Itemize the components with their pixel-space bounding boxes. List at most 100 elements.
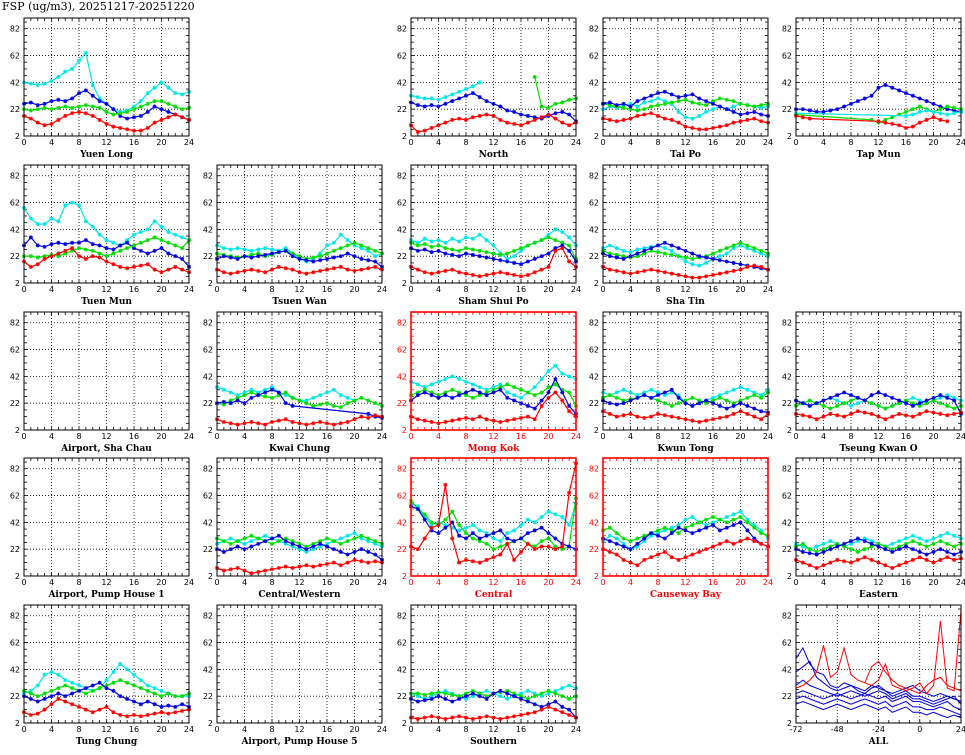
data-point (63, 104, 68, 109)
data-point (849, 539, 853, 544)
data-point (242, 247, 247, 252)
data-point (366, 539, 371, 544)
data-point (924, 557, 929, 562)
data-point (607, 533, 612, 538)
data-point (318, 251, 323, 256)
y-tick-label: 22 (10, 692, 20, 701)
data-point (345, 251, 350, 256)
x-tick-label: 0 (600, 285, 605, 294)
y-tick-label: 22 (397, 545, 407, 554)
x-tick-label: 12 (294, 578, 304, 587)
plot-area (24, 165, 189, 283)
data-point (683, 525, 688, 530)
data-point (491, 418, 496, 423)
data-point (450, 236, 455, 241)
data-point (711, 251, 715, 256)
data-point (512, 121, 517, 126)
data-point (415, 95, 420, 100)
data-point (373, 248, 378, 253)
x-tick-label: 0 (408, 285, 413, 294)
data-point (553, 246, 558, 251)
y-tick-label: 2 (594, 132, 599, 141)
data-point (290, 251, 295, 256)
data-point (676, 531, 681, 536)
data-point (297, 254, 302, 259)
data-point (607, 254, 612, 259)
data-point (512, 398, 517, 403)
x-tick-label: 16 (901, 432, 911, 441)
data-point (49, 242, 54, 247)
data-point (669, 271, 674, 276)
data-point (145, 262, 150, 267)
data-point (649, 99, 654, 104)
data-point (862, 555, 867, 560)
data-point (662, 528, 667, 533)
data-point (242, 421, 247, 426)
data-point (422, 242, 427, 247)
data-point (422, 270, 427, 275)
data-point (180, 235, 185, 240)
data-point (519, 691, 523, 696)
data-point (821, 541, 826, 546)
data-point (415, 248, 420, 253)
data-point (917, 401, 922, 406)
data-point (318, 544, 323, 549)
data-point (491, 531, 496, 536)
plot-frame (23, 457, 190, 577)
data-point (498, 382, 503, 387)
data-point (649, 387, 654, 392)
data-point (676, 95, 681, 100)
x-tick-label: -48 (831, 725, 844, 734)
data-point (724, 539, 729, 544)
data-point (642, 112, 647, 117)
data-point (567, 112, 572, 117)
data-point (690, 531, 695, 536)
x-tick-label: 16 (901, 138, 911, 147)
data-point (290, 541, 295, 546)
data-point (621, 544, 626, 549)
data-point (621, 413, 626, 418)
data-point (738, 401, 743, 406)
data-point (924, 398, 929, 403)
series-blue (215, 533, 384, 562)
y-tick-label: 22 (203, 399, 213, 408)
x-tick-label: 20 (735, 432, 745, 441)
x-tick-label: 12 (680, 138, 690, 147)
data-point (443, 251, 448, 256)
data-point (505, 688, 510, 693)
data-point (849, 541, 853, 546)
data-point (759, 528, 764, 533)
data-point (345, 238, 350, 243)
data-point (304, 401, 309, 406)
data-point (525, 120, 530, 125)
y-tick-label: 82 (10, 25, 20, 34)
y-tick-label: 82 (782, 25, 792, 34)
data-point (450, 247, 455, 252)
data-point (938, 393, 943, 398)
x-tick-label: 12 (101, 138, 111, 147)
data-point (325, 390, 329, 395)
station-label: Central (475, 590, 513, 600)
data-point (546, 251, 551, 256)
x-tick-label: 12 (101, 578, 111, 587)
data-point (436, 104, 441, 109)
station-label: Southern (470, 737, 517, 747)
data-point (512, 248, 517, 253)
data-point (890, 547, 895, 552)
data-point (464, 694, 468, 699)
data-point (152, 99, 157, 104)
data-point (145, 251, 150, 256)
data-point (567, 123, 572, 128)
data-point (159, 99, 164, 104)
x-tick-label: 8 (655, 138, 660, 147)
data-point (519, 712, 523, 717)
data-point (656, 250, 660, 255)
data-point (63, 678, 68, 683)
data-point (635, 104, 640, 109)
data-point (145, 699, 150, 704)
data-point (897, 88, 902, 93)
data-point (457, 393, 462, 398)
x-tick-label: 16 (129, 285, 139, 294)
data-point (415, 504, 420, 509)
